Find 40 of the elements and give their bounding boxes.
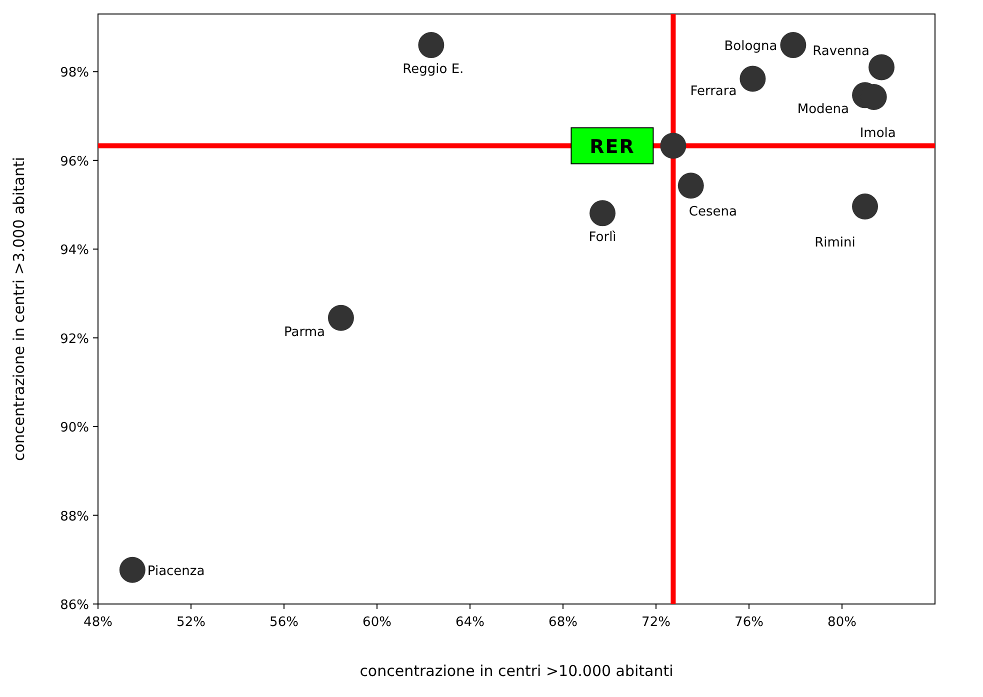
x-tick-label: 72% (642, 615, 670, 630)
ref-line-label: RER (590, 136, 635, 158)
y-axis-title: concentrazione in centri >3.000 abitanti (10, 156, 28, 462)
annotation: Parma (284, 324, 325, 340)
point (868, 54, 895, 80)
x-tick-label: 80% (828, 615, 856, 630)
annotation: Cesena (688, 204, 737, 220)
x-tick-label: 52% (176, 615, 206, 630)
y-tick-label: 92% (60, 332, 89, 347)
x-tick-label: 56% (270, 615, 298, 630)
annotation: Ferrara (690, 84, 737, 99)
y-tick-label: 96% (60, 154, 89, 170)
x-tick-label: 68% (548, 615, 578, 630)
point (740, 66, 766, 92)
point (852, 194, 878, 220)
annotation: Rimini (814, 236, 856, 251)
y-tick-label: 86% (60, 598, 89, 613)
y-tick-label: 88% (60, 509, 89, 524)
x-axis-title: concentrazione in centri >10.000 abitanti (360, 662, 674, 680)
point (660, 132, 686, 159)
annotation: Forlì (588, 230, 616, 246)
point (590, 200, 616, 226)
annotation: Imola (860, 126, 896, 141)
annotation: Piacenza (147, 564, 205, 579)
point (328, 304, 354, 331)
y-tick-label: 94% (60, 243, 89, 258)
point (678, 172, 704, 199)
annotation: Reggio E. (402, 62, 464, 78)
x-tick-label: 76% (734, 615, 764, 630)
point (780, 32, 806, 58)
annotation: Modena (797, 102, 850, 118)
point (119, 556, 146, 583)
annotation: Ravenna (812, 44, 870, 60)
y-tick-label: 90% (60, 420, 89, 436)
x-tick-label: 64% (456, 615, 484, 630)
x-tick-label: 48% (84, 615, 112, 630)
point (418, 32, 444, 58)
y-tick-label: 98% (60, 66, 89, 81)
annotation: Bologna (724, 39, 778, 54)
x-tick-label: 60% (362, 615, 392, 630)
